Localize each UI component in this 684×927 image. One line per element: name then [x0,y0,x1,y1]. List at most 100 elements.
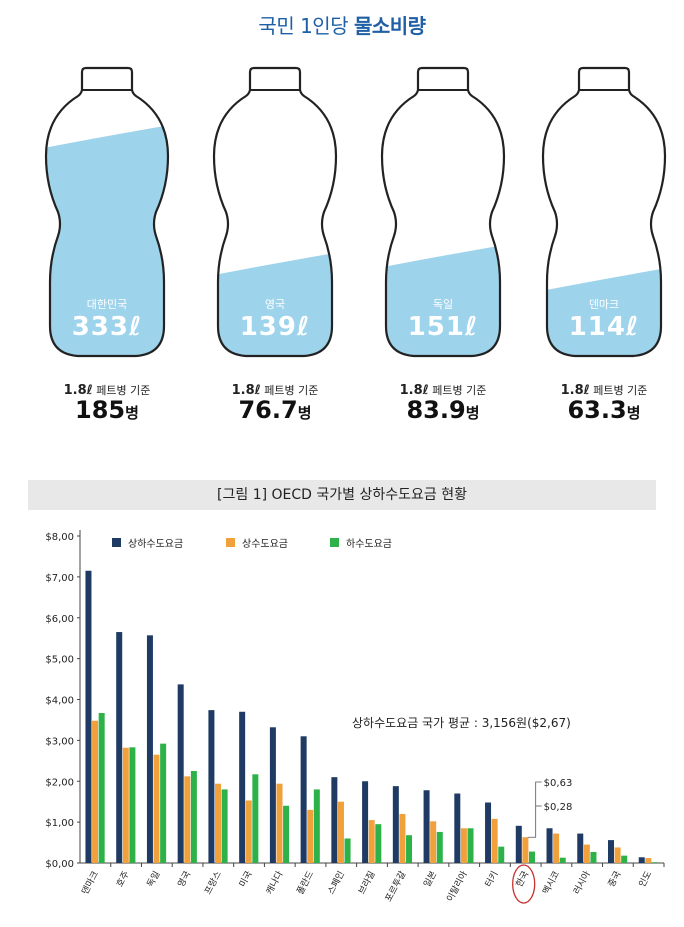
x-tick-label: 영국 [176,869,193,889]
x-tick-label: 호주 [114,869,131,889]
bar-sewage [313,789,320,863]
x-tick-label: 독일 [145,869,162,889]
bar-sewage [436,831,443,863]
bottle-volume: 333ℓ [71,312,143,342]
bar-supply [307,809,314,863]
page-title: 국민 1인당 물소비량 [0,10,684,39]
bottle-water-fill [543,266,665,356]
bar-combined [269,727,276,863]
bar-combined [208,710,215,863]
bar-supply [460,828,467,863]
bottle-card: 영국 139ℓ 1.8ℓ 페트병 기준 76.7병 [204,60,354,424]
bar-combined [331,777,338,863]
bar-sewage [559,857,566,863]
bottle-water-fill [46,123,168,356]
y-tick-label: $8,00 [45,532,74,543]
count-unit: 병 [465,404,480,422]
bottle-outline [212,66,338,358]
bar-supply [276,783,283,863]
y-tick-label: $0,00 [45,859,74,870]
x-tick-label: 멕시코 [541,869,562,896]
bar-sewage [98,712,105,863]
x-tick-label: 한국 [514,869,531,889]
bar-supply [430,821,437,863]
bottle-water-fill [214,251,336,356]
x-tick-label: 캐나다 [264,869,286,897]
x-tick-label: 폴란드 [294,869,316,897]
count-value: 63.3 [567,396,627,424]
bar-combined [362,781,369,863]
bottle-count: 76.7병 [204,396,346,424]
figure-caption: [그림 1] OECD 국가별 상하수도요금 현황 [28,480,656,510]
y-tick-label: $1,00 [45,818,74,829]
y-tick-label: $2,00 [45,777,74,788]
bar-supply [245,800,252,863]
bottle-card: 독일 151ℓ 1.8ℓ 페트병 기준 83.9병 [372,60,522,424]
count-unit: 병 [626,404,641,422]
bar-supply [215,783,222,863]
x-tick-label: 터키 [483,869,500,889]
basis-text: 페트병 기준 [432,384,487,397]
x-tick-label: 이탈리아 [445,869,471,904]
bar-supply [614,847,621,863]
bottle-country: 영국 [264,298,286,311]
x-tick-label: 프랑스 [202,869,224,897]
y-tick-label: $5,00 [45,655,74,666]
bar-sewage [498,846,505,863]
bar-supply [184,776,191,863]
bottle-volume: 114ℓ [568,312,640,342]
bar-combined [638,857,645,863]
bar-supply [368,820,375,863]
bar-supply [92,720,99,863]
bar-combined [85,570,92,863]
bottle-count: 63.3병 [533,396,675,424]
bar-combined [485,802,492,863]
bar-sewage [528,851,535,863]
bottle-count: 83.9병 [372,396,514,424]
x-tick-label: 중국 [606,869,623,889]
bottle-volume: 151ℓ [407,312,479,342]
bar-sewage [129,747,136,863]
bottle-graphic [44,66,170,358]
x-tick-label: 러시아 [571,869,593,897]
bottle-water-fill [382,243,504,356]
bar-supply [553,833,560,863]
bar-sewage [467,828,474,863]
bar-sewage [221,789,228,863]
bottle-graphic [212,66,338,358]
title-bold: 물소비량 [353,14,426,38]
y-tick-label: $3,00 [45,736,74,747]
x-tick-label: 스페인 [326,869,347,896]
bar-supply [122,747,129,863]
bottle-card: 대한민국 333ℓ 1.8ℓ 페트병 기준 185병 [36,60,186,424]
count-value: 83.9 [406,396,466,424]
bottle-infographic: 대한민국 333ℓ 1.8ℓ 페트병 기준 185병 영국 139ℓ 1.8ℓ … [0,60,684,440]
x-tick-label: 포르투갈 [383,869,408,903]
legend-swatch [226,538,235,547]
bottle-outline [380,66,506,358]
x-tick-label: 일본 [422,869,439,889]
bar-combined [423,790,430,863]
basis-text: 페트병 기준 [593,384,648,397]
bottle-basis: 1.8ℓ 페트병 기준 [533,382,675,398]
legend-swatch [112,538,121,547]
bottle-outline [44,66,170,358]
x-tick-label: 덴마크 [80,869,101,896]
bar-sewage [160,743,167,863]
bar-sewage [406,835,413,863]
basis-size: 1.8ℓ [231,383,261,398]
title-prefix: 국민 1인당 [258,14,349,38]
legend-label: 상수도요금 [242,538,288,550]
bottle-card: 덴마크 114ℓ 1.8ℓ 페트병 기준 63.3병 [533,60,683,424]
bar-sewage [651,862,658,863]
basis-text: 페트병 기준 [264,384,319,397]
bottle-volume: 139ℓ [239,312,311,342]
korea-supply-annotation: $0,63 [544,778,573,789]
bar-sewage [621,855,628,863]
average-annotation: 상하수도요금 국가 평균 : 3,156원($2,67) [352,716,571,730]
bottle-country: 대한민국 [86,298,128,311]
bar-sewage [344,838,351,863]
bar-combined [607,840,614,863]
callout-line-supply [527,781,542,838]
bar-supply [399,813,406,863]
